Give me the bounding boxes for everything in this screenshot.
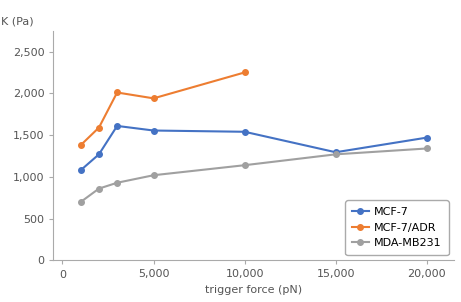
MCF-7/ADR [78,143,83,147]
MCF-7 [78,169,83,172]
MDA-MB231 [96,187,102,191]
MDA-MB231 [333,153,338,156]
MCF-7/ADR [151,97,156,100]
MCF-7/ADR [96,126,102,130]
Text: K (Pa): K (Pa) [1,16,34,26]
Line: MCF-7/ADR: MCF-7/ADR [78,70,248,148]
MCF-7 [333,150,338,154]
MDA-MB231 [114,181,120,185]
MDA-MB231 [151,173,156,177]
MCF-7 [151,129,156,132]
MCF-7/ADR [242,71,248,74]
Line: MCF-7: MCF-7 [78,123,430,173]
MDA-MB231 [78,200,83,204]
MCF-7 [96,153,102,156]
Line: MDA-MB231: MDA-MB231 [78,146,430,205]
X-axis label: trigger force (pN): trigger force (pN) [205,285,302,295]
Legend: MCF-7, MCF-7/ADR, MDA-MB231: MCF-7, MCF-7/ADR, MDA-MB231 [345,201,449,255]
MCF-7 [424,136,430,140]
MCF-7/ADR [114,91,120,94]
MCF-7 [114,124,120,128]
MDA-MB231 [242,163,248,167]
MCF-7 [242,130,248,133]
MDA-MB231 [424,147,430,150]
